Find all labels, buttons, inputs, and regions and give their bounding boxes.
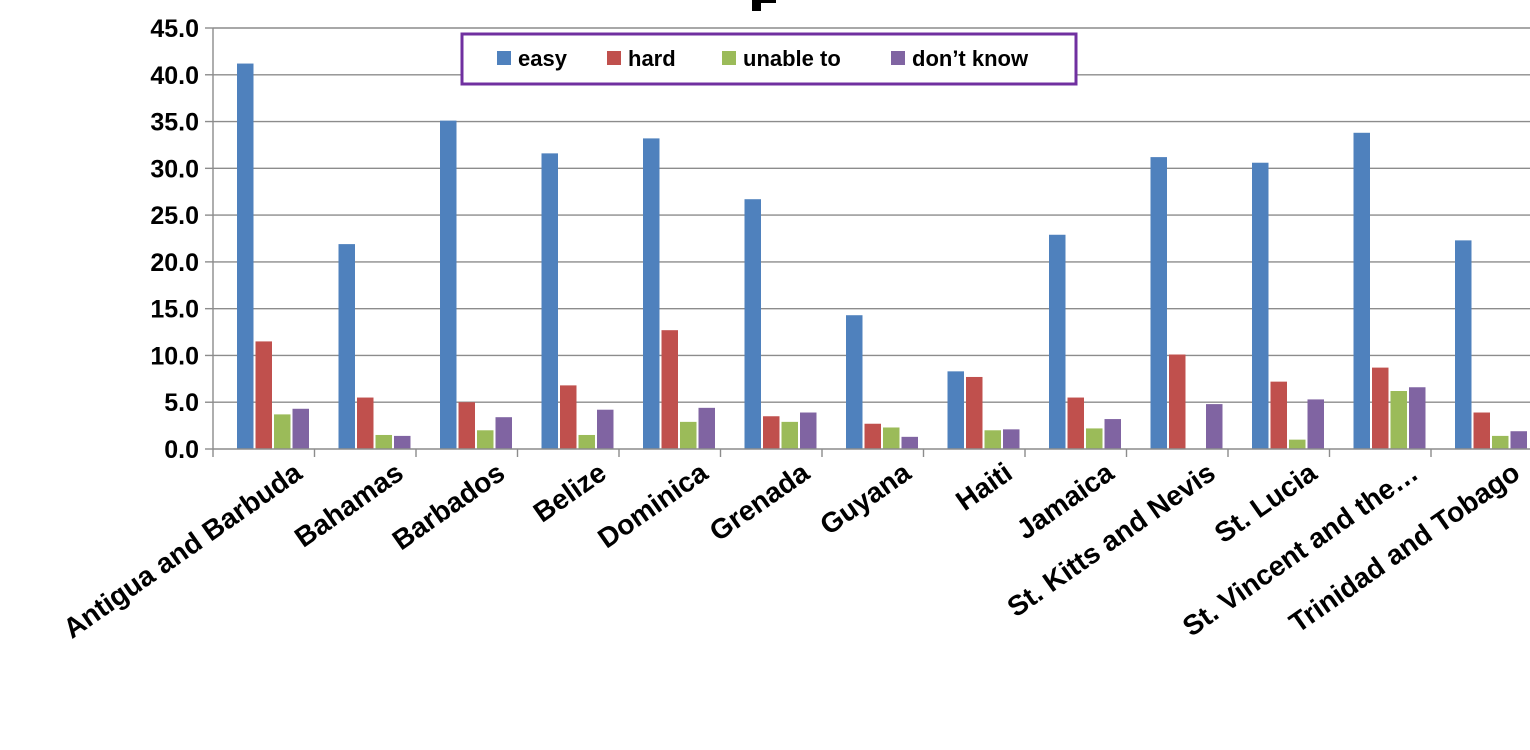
bar-easy-bahamas <box>338 244 355 449</box>
legend-swatch <box>891 51 905 65</box>
bar-don-t-know-bahamas <box>394 435 411 449</box>
bar-hard-barbados <box>458 402 475 449</box>
bar-don-t-know-trinidad-and-tobago <box>1510 431 1527 449</box>
bar-unable-to-st-lucia <box>1289 439 1306 449</box>
title-fragment <box>752 0 776 11</box>
bar-easy-antigua-and-barbuda <box>237 63 254 449</box>
bar-don-t-know-dominica <box>698 407 715 449</box>
bar-hard-guyana <box>864 423 881 449</box>
bar-don-t-know-antigua-and-barbuda <box>292 408 309 449</box>
legend-swatch <box>607 51 621 65</box>
bar-unable-to-jamaica <box>1086 428 1103 449</box>
bar-easy-dominica <box>643 138 660 449</box>
bar-hard-st-lucia <box>1270 381 1287 449</box>
bar-easy-guyana <box>846 315 863 449</box>
bar-easy-haiti <box>947 371 964 449</box>
bar-unable-to-bahamas <box>375 434 392 449</box>
y-tick-label: 15.0 <box>150 296 199 324</box>
bar-easy-jamaica <box>1049 234 1066 449</box>
bar-unable-to-barbados <box>477 430 494 449</box>
bar-hard-trinidad-and-tobago <box>1473 412 1490 449</box>
y-tick-label: 40.0 <box>150 62 199 90</box>
legend-label: unable to <box>743 46 841 71</box>
bar-don-t-know-jamaica <box>1104 419 1121 449</box>
y-tick-label: 45.0 <box>150 15 199 43</box>
bar-unable-to-st-vincent-and-the- <box>1390 390 1407 449</box>
bar-hard-grenada <box>763 416 780 449</box>
y-tick-label: 0.0 <box>164 436 199 464</box>
bar-hard-jamaica <box>1067 397 1084 449</box>
bar-unable-to-haiti <box>984 430 1001 449</box>
y-tick-label: 30.0 <box>150 155 199 183</box>
bar-hard-antigua-and-barbuda <box>255 341 272 449</box>
bar-unable-to-antigua-and-barbuda <box>274 414 291 449</box>
bar-don-t-know-belize <box>597 409 614 449</box>
bar-hard-bahamas <box>357 397 374 449</box>
legend-label: don’t know <box>912 46 1029 71</box>
legend-box <box>460 32 1078 86</box>
legend: easy hard unable to don’t know <box>460 32 1078 86</box>
bar-unable-to-belize <box>578 434 595 449</box>
y-axis: 0.0 5.0 10.0 15.0 20.0 25.0 30.0 35.0 40.0 45.0 <box>150 15 214 464</box>
bar-don-t-know-st-lucia <box>1307 399 1324 449</box>
legend-label: hard <box>628 46 676 71</box>
bar-unable-to-grenada <box>781 421 798 449</box>
bar-don-t-know-grenada <box>800 412 817 449</box>
bar-easy-st-kitts-and-nevis <box>1150 157 1167 449</box>
legend-swatch <box>497 51 511 65</box>
bar-don-t-know-haiti <box>1003 429 1020 449</box>
y-tick-label: 5.0 <box>164 389 199 417</box>
y-tick-label: 25.0 <box>150 202 199 230</box>
bar-easy-trinidad-and-tobago <box>1455 240 1472 449</box>
y-tick-label: 35.0 <box>150 109 199 137</box>
bar-unable-to-dominica <box>680 421 697 449</box>
legend-swatch <box>722 51 736 65</box>
bars <box>237 63 1527 450</box>
bar-hard-st-kitts-and-nevis <box>1169 354 1186 449</box>
bar-easy-barbados <box>440 120 457 450</box>
bar-easy-belize <box>541 153 558 449</box>
bar-easy-st-lucia <box>1252 162 1269 449</box>
bar-hard-dominica <box>661 330 678 449</box>
y-tick-label: 10.0 <box>150 342 199 370</box>
bar-don-t-know-guyana <box>901 436 918 449</box>
bar-don-t-know-st-vincent-and-the- <box>1409 387 1426 449</box>
bar-don-t-know-barbados <box>495 417 512 449</box>
bar-unable-to-trinidad-and-tobago <box>1492 435 1509 449</box>
bar-easy-grenada <box>744 199 761 449</box>
legend-label: easy <box>518 46 568 71</box>
bar-easy-st-vincent-and-the- <box>1353 132 1370 449</box>
bar-hard-st-vincent-and-the- <box>1372 367 1389 449</box>
bar-unable-to-guyana <box>883 427 900 449</box>
bar-hard-belize <box>560 385 577 449</box>
bar-don-t-know-st-kitts-and-nevis <box>1206 404 1223 449</box>
bar-hard-haiti <box>966 376 983 449</box>
y-tick-label: 20.0 <box>150 249 199 277</box>
